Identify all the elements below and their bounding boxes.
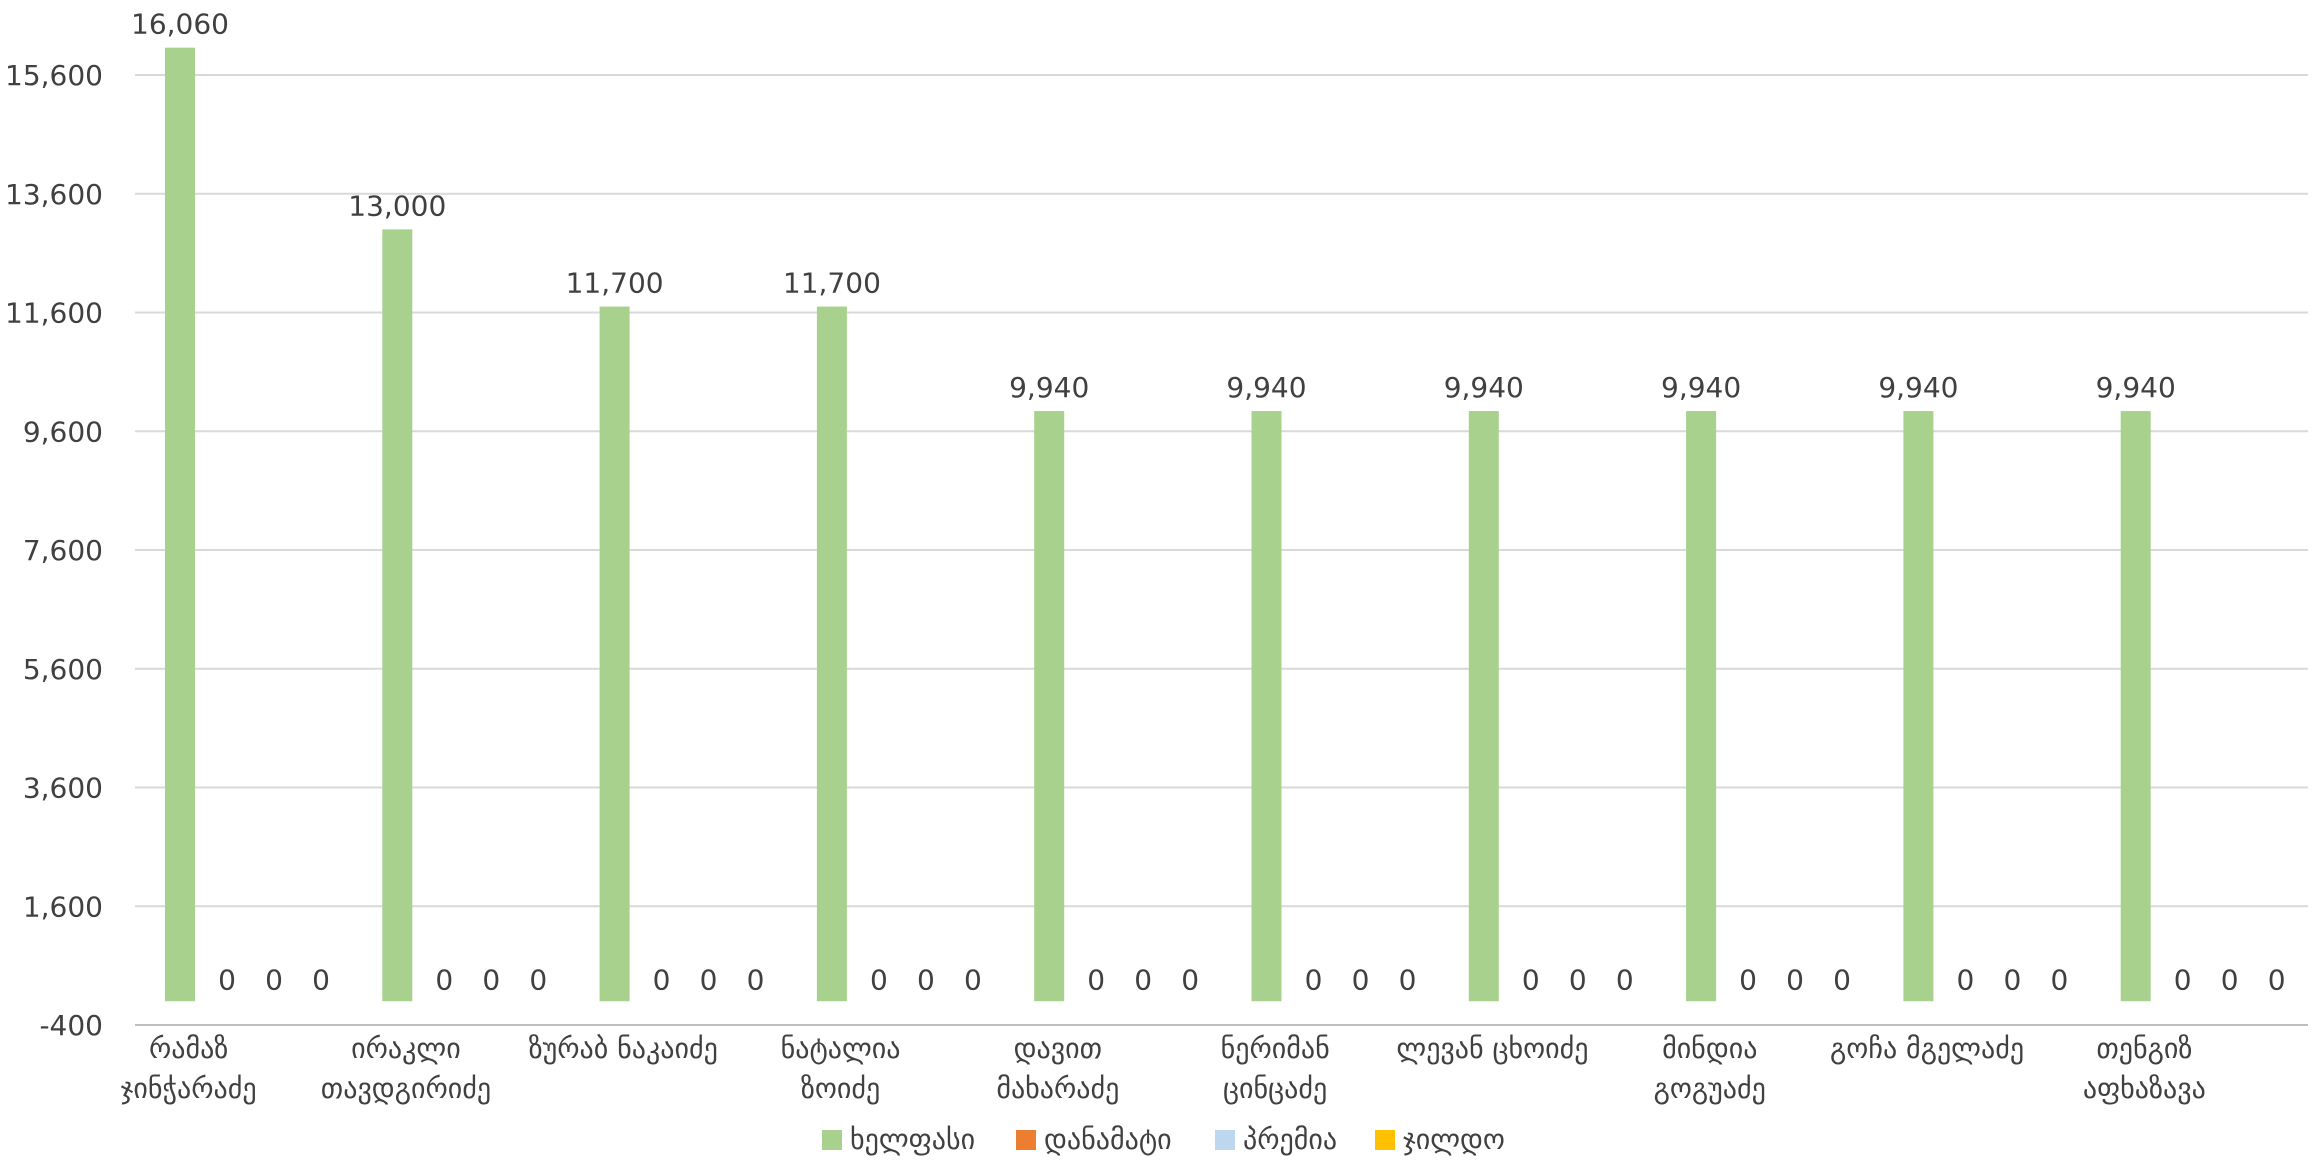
data-label: 11,700: [783, 267, 881, 300]
x-axis: რამაზ ჯინჭარაძე ირაკლი თავდგირიძე ზურაბ ნაკა…: [121, 1032, 2206, 1105]
bar: [816, 306, 847, 1002]
data-label: 0: [435, 963, 453, 996]
bar: [599, 306, 630, 1002]
data-label: 0: [2221, 963, 2239, 996]
x-tick-label: გოჩა მგელაძე: [1830, 1032, 2024, 1065]
x-tick-label: დავით: [1014, 1032, 1102, 1065]
data-label: 0: [1305, 963, 1323, 996]
legend-label: ჯილდო: [1403, 1123, 1505, 1156]
x-tick-label: ირაკლი: [351, 1032, 461, 1065]
bar: [2120, 411, 2151, 1002]
data-label: 0: [265, 963, 283, 996]
bar: [1034, 411, 1065, 1002]
data-label: 9,940: [2096, 371, 2176, 404]
y-axis: -400 1,600 3,600 5,600 7,600 9,600 11,600 13,60…: [5, 59, 103, 1042]
data-label: 0: [653, 963, 671, 996]
y-tick-label: -400: [39, 1009, 103, 1042]
x-tick-label: ჯინჭარაძე: [121, 1072, 257, 1105]
data-label: 0: [700, 963, 718, 996]
legend-label: ხელფასი: [850, 1123, 975, 1156]
x-tick-label: ზურაბ ნაკაიძე: [529, 1032, 718, 1065]
data-label: 0: [2174, 963, 2192, 996]
data-labels: 16,060 13,000 11,700 11,700 9,940 9,940 9,940 9…: [131, 8, 2286, 997]
data-label: 16,060: [131, 8, 229, 41]
data-label: 0: [917, 963, 935, 996]
bar: [1903, 411, 1934, 1002]
x-tick-label: გოგუაძე: [1654, 1072, 1766, 1105]
data-label: 0: [2003, 963, 2021, 996]
data-label: 9,940: [1444, 371, 1524, 404]
x-tick-label: ნატალია: [781, 1032, 901, 1065]
data-label: 0: [2268, 963, 2286, 996]
data-label: 11,700: [566, 267, 664, 300]
y-tick-label: 5,600: [23, 653, 103, 686]
bar: [165, 47, 195, 1002]
y-tick-label: 3,600: [23, 772, 103, 805]
data-label: 0: [964, 963, 982, 996]
y-tick-label: 13,600: [5, 178, 103, 211]
x-tick-label: მინდია: [1662, 1032, 1757, 1065]
x-tick-label: რამაზ: [149, 1032, 228, 1065]
data-label: 9,940: [1661, 371, 1741, 404]
x-tick-label: ლევან ცხოიძე: [1396, 1032, 1588, 1065]
x-tick-label: თავდგირიძე: [321, 1072, 491, 1105]
legend-label: დანამატი: [1044, 1123, 1172, 1156]
data-label: 13,000: [348, 189, 446, 222]
data-label: 0: [529, 963, 547, 996]
data-label: 0: [1569, 963, 1587, 996]
data-label: 0: [870, 963, 888, 996]
legend-swatch: [822, 1130, 842, 1150]
legend-swatch: [1215, 1130, 1235, 1150]
legend-label: პრემია: [1243, 1123, 1337, 1156]
data-label: 9,940: [1878, 371, 1958, 404]
x-tick-label: ზოიძე: [801, 1072, 880, 1105]
data-label: 0: [1833, 963, 1851, 996]
y-tick-label: 9,600: [23, 415, 103, 448]
legend-swatch: [1375, 1130, 1395, 1150]
gridlines: [135, 74, 2308, 1026]
x-tick-label: ცინცაძე: [1223, 1072, 1327, 1105]
bar: [1251, 411, 1282, 1002]
data-label: 0: [1352, 963, 1370, 996]
data-label: 0: [312, 963, 330, 996]
y-tick-label: 15,600: [5, 59, 103, 92]
data-label: 0: [1956, 963, 1974, 996]
bar: [382, 229, 413, 1002]
bar: [1468, 411, 1499, 1002]
data-label: 0: [1616, 963, 1634, 996]
data-label: 0: [218, 963, 236, 996]
y-tick-label: 1,600: [23, 890, 103, 923]
x-tick-label: აფხაზავა: [2083, 1072, 2206, 1105]
x-tick-label: თენგიზ: [2096, 1032, 2192, 1065]
data-label: 0: [1399, 963, 1417, 996]
data-label: 0: [1134, 963, 1152, 996]
data-label: 0: [1739, 963, 1757, 996]
data-label: 0: [1181, 963, 1199, 996]
y-tick-label: 7,600: [23, 534, 103, 567]
data-label: 0: [1087, 963, 1105, 996]
legend: ხელფასი დანამატი პრემია ჯილდო: [822, 1123, 1505, 1156]
data-label: 0: [747, 963, 765, 996]
legend-swatch: [1016, 1130, 1036, 1150]
data-label: 9,940: [1009, 371, 1089, 404]
x-tick-label: ნერიმან: [1221, 1032, 1330, 1065]
x-tick-label: მახარაძე: [996, 1072, 1119, 1105]
data-label: 9,940: [1226, 371, 1306, 404]
data-label: 0: [1522, 963, 1540, 996]
data-label: 0: [482, 963, 500, 996]
data-label: 0: [1786, 963, 1804, 996]
bars: [165, 47, 2151, 1002]
bar: [1686, 411, 1717, 1002]
data-label: 0: [2050, 963, 2068, 996]
y-tick-label: 11,600: [5, 297, 103, 330]
